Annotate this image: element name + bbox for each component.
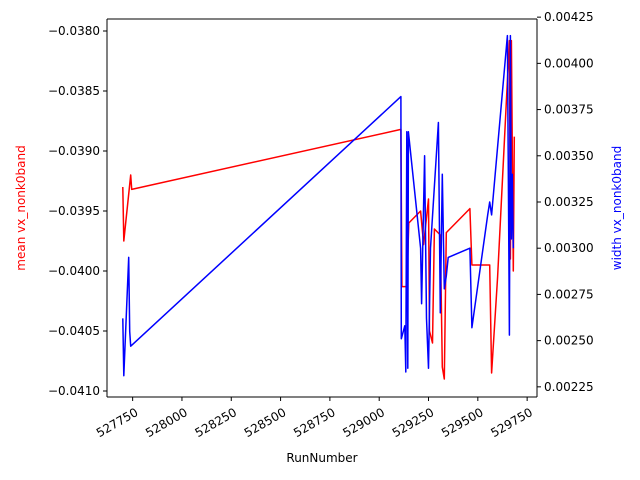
x-tick-label: 527750 [94, 405, 141, 440]
y-left-tick-label: −0.0400 [48, 264, 100, 278]
x-axis-title: RunNumber [286, 451, 357, 465]
y-left-tick-label: −0.0385 [48, 84, 100, 98]
x-axis: 527750 528000 528250 528500 528750 529000 5292… [94, 397, 535, 440]
x-tick-label: 529500 [439, 405, 486, 440]
y-right-tick-label: 0.00350 [544, 149, 594, 163]
y-left-tick-label: −0.0410 [48, 384, 100, 398]
x-tick-label: 528250 [192, 405, 239, 440]
y-right-axis-title: width vx_nonk0band [610, 146, 624, 270]
plot-frame [106, 18, 538, 398]
plot-area [107, 19, 537, 397]
series-line-width [122, 34, 515, 377]
y-right-tick-label: 0.00400 [544, 56, 594, 70]
x-tick-label: 528000 [143, 405, 190, 440]
x-tick-label: 528500 [242, 405, 289, 440]
x-tick-label: 528750 [291, 405, 338, 440]
x-tick-label: 529000 [340, 405, 387, 440]
y-left-axis-title: mean vx_nonk0band [14, 145, 28, 270]
y-left-tick-label: −0.0390 [48, 144, 100, 158]
y-right-tick-label: 0.00325 [544, 195, 594, 209]
y-axis-left: −0.0410 −0.0405 −0.0400 −0.0395 −0.0390 −0.03… [48, 24, 107, 398]
series-layer [122, 34, 516, 380]
y-right-tick-label: 0.00275 [544, 287, 594, 301]
y-left-tick-label: −0.0395 [48, 204, 100, 218]
x-tick-label: 529250 [390, 405, 437, 440]
y-right-tick-label: 0.00425 [544, 10, 594, 24]
y-right-tick-label: 0.00375 [544, 103, 594, 117]
x-tick-label: 529750 [488, 405, 535, 440]
y-right-tick-label: 0.00250 [544, 334, 594, 348]
y-right-tick-label: 0.00300 [544, 241, 594, 255]
y-axis-right: 0.00225 0.00250 0.00275 0.00300 0.00325 0.003… [537, 10, 594, 394]
y-left-tick-label: −0.0380 [48, 24, 100, 38]
y-left-tick-label: −0.0405 [48, 324, 100, 338]
y-right-tick-label: 0.00225 [544, 380, 594, 394]
